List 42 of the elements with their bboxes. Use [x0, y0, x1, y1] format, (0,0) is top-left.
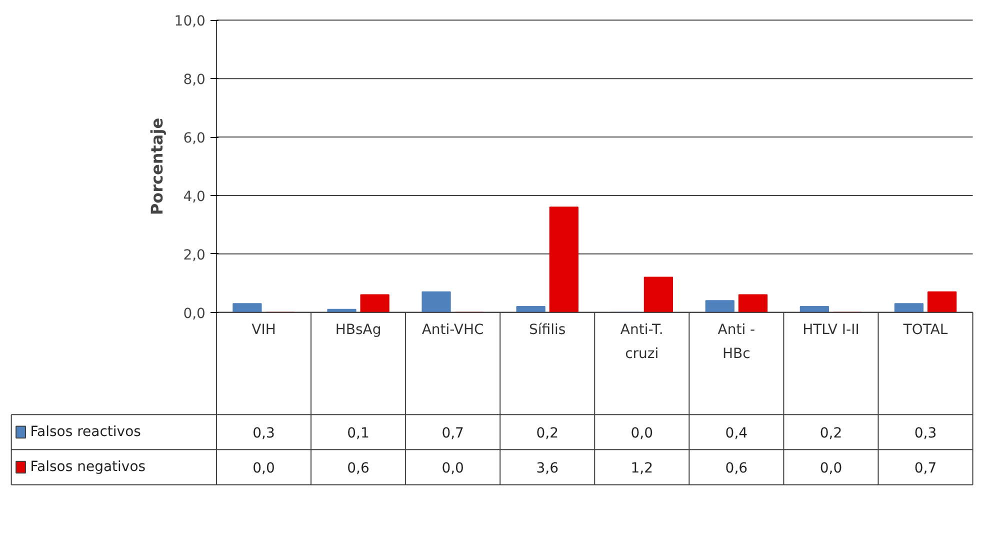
data-label: 0,3: [914, 426, 937, 442]
y-tick-label: 10,0: [174, 14, 206, 30]
data-label: 3,6: [536, 460, 559, 477]
y-tick-label: 6,0: [183, 130, 206, 147]
data-label: 0,2: [820, 426, 842, 442]
x-tick-label: Anti-T. cruzi: [620, 322, 664, 362]
y-tick-label: 2,0: [183, 247, 206, 264]
bar: [549, 206, 578, 313]
bar: [738, 294, 768, 313]
y-tick-label: 0,0: [183, 306, 206, 322]
x-tick-label: TOTAL: [902, 322, 948, 338]
y-tick-label: 4,0: [183, 188, 206, 205]
bar: [644, 276, 673, 313]
bar: [894, 303, 924, 313]
data-label: 0,6: [725, 460, 748, 477]
data-label: 0,0: [252, 460, 275, 477]
legend-label: Falsos reactivos: [30, 424, 141, 440]
data-label: 0,1: [347, 426, 370, 442]
y-tick-label: 8,0: [183, 72, 206, 88]
bar: [927, 291, 957, 313]
x-tick-label: Sífilis: [529, 322, 566, 338]
data-label: 0,0: [630, 426, 654, 442]
data-label: 0,6: [347, 460, 370, 477]
x-tick-label: Anti - HBc: [718, 322, 756, 362]
legend-label: Falsos negativos: [30, 459, 146, 476]
data-label: 0,0: [820, 460, 842, 477]
data-label: 0,0: [442, 460, 464, 477]
x-tick-label: Anti-VHC: [422, 322, 484, 338]
data-label: 0,7: [914, 460, 937, 477]
data-label: 0,2: [536, 426, 558, 442]
x-tick-label: HTLV I-II: [802, 322, 860, 338]
data-label: 0,4: [725, 426, 748, 442]
bar: [422, 291, 451, 313]
x-tick-label: VIH: [252, 322, 276, 338]
data-label: 0,3: [252, 426, 275, 442]
bar: [705, 300, 734, 313]
x-tick-label: HBsAg: [335, 322, 382, 338]
bar: [232, 303, 262, 313]
data-label: 0,7: [442, 426, 464, 442]
bar: [360, 294, 390, 313]
data-label: 1,2: [630, 460, 654, 477]
y-axis-title: Porcentaje: [147, 118, 166, 216]
